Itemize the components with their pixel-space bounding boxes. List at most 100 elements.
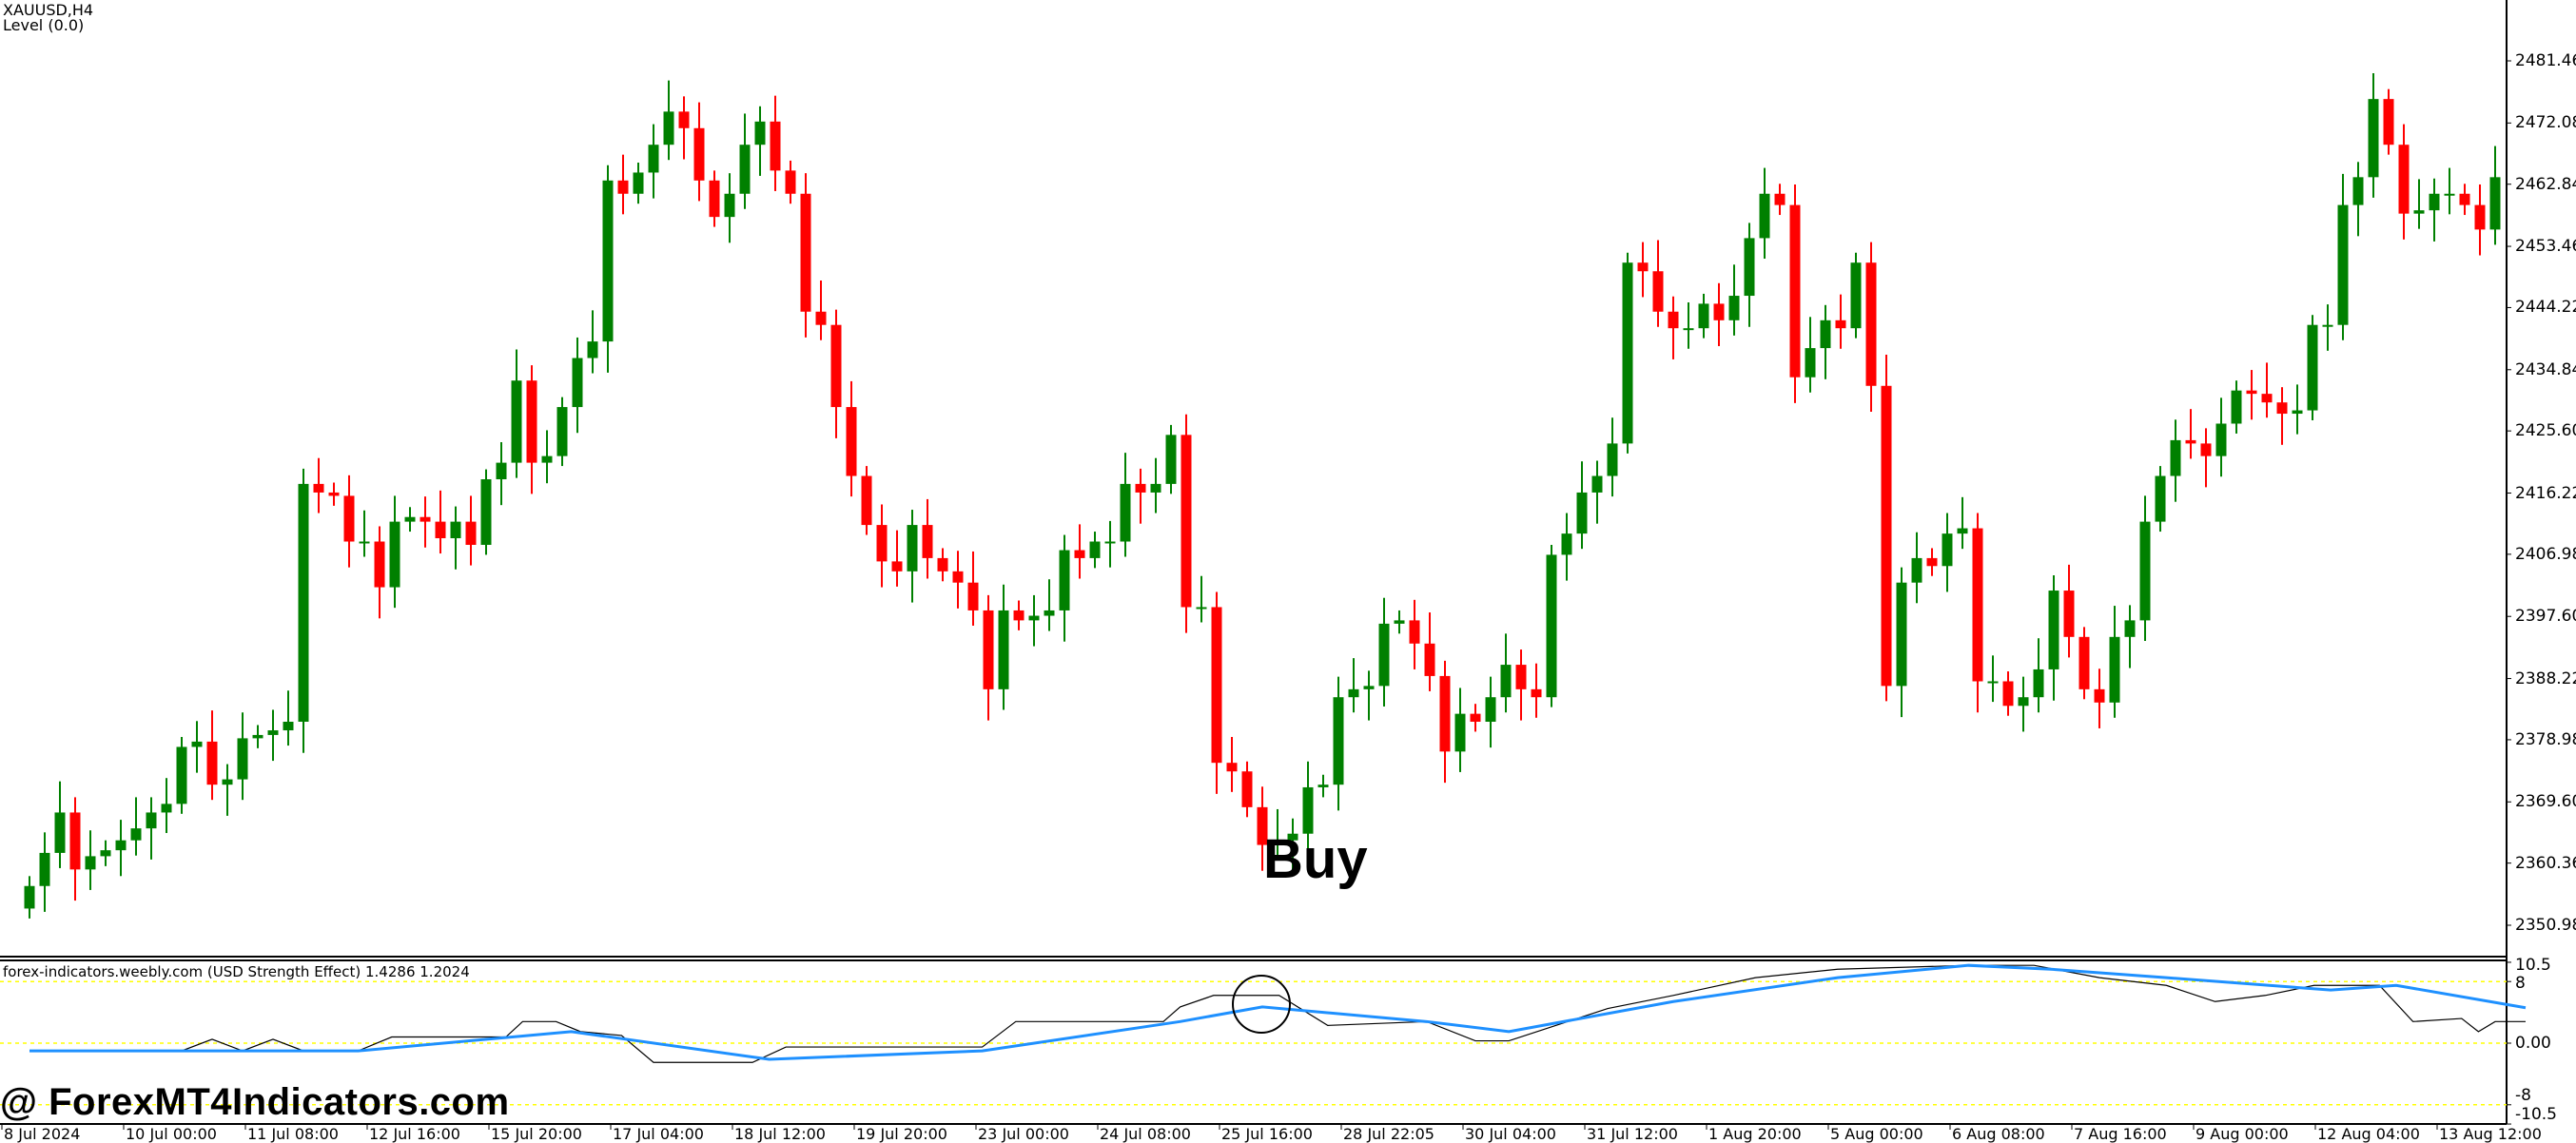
price-tick-label: 2481.460 (2515, 51, 2576, 70)
bull-candle (2444, 193, 2455, 196)
price-tick-label: 2369.600 (2515, 792, 2576, 812)
bull-candle (1546, 554, 1557, 698)
indicator-tick-label: -10.5 (2515, 1105, 2557, 1124)
bull-candle (1378, 623, 1390, 687)
time-tick-label: 1 Aug 20:00 (1708, 1125, 1802, 1143)
price-tick-label: 2444.220 (2515, 298, 2576, 318)
bull-candle (2489, 177, 2501, 230)
bear-candle (2261, 394, 2273, 403)
bear-candle (1211, 607, 1222, 764)
bull-candle (389, 521, 400, 588)
bull-candle (1302, 786, 1314, 834)
bull-candle (1333, 697, 1344, 785)
bull-candle (633, 172, 644, 194)
bull-candle (1820, 320, 1831, 349)
bear-candle (1652, 271, 1664, 312)
bull-candle (1287, 833, 1298, 841)
bull-candle (1150, 483, 1161, 493)
bear-candle (1424, 643, 1435, 676)
bull-candle (1454, 713, 1466, 752)
time-tick-label: 9 Aug 00:00 (2195, 1125, 2289, 1143)
price-tick-label: 2406.980 (2515, 544, 2576, 564)
bear-candle (2078, 636, 2090, 689)
bull-candle (1317, 785, 1329, 787)
buy-annotation: Buy (1263, 828, 1368, 890)
bull-candle (2139, 521, 2151, 621)
bull-candle (1272, 840, 1283, 845)
bull-candle (1591, 475, 1603, 493)
signal-circle (1232, 975, 1291, 1034)
bull-candle (115, 840, 127, 851)
price-tick-label: 2388.220 (2515, 668, 2576, 688)
bear-candle (1439, 675, 1451, 752)
bull-candle (1394, 620, 1405, 624)
bear-candle (770, 121, 781, 171)
bull-candle (267, 730, 279, 735)
bear-candle (206, 741, 218, 785)
bull-candle (2292, 410, 2303, 415)
price-tick-label: 2425.600 (2515, 421, 2576, 441)
bull-candle (1805, 348, 1816, 378)
indicator-tick-label: -8 (2515, 1086, 2531, 1105)
bear-candle (2246, 390, 2257, 395)
bear-candle (2063, 591, 2075, 637)
price-tick-label: 2434.840 (2515, 359, 2576, 379)
bull-candle (2413, 210, 2425, 214)
bear-candle (420, 516, 431, 522)
bull-candle (2352, 177, 2364, 205)
bull-candle (404, 516, 416, 522)
bear-candle (1181, 435, 1192, 608)
bull-candle (85, 856, 96, 870)
indicator-fast-line (29, 964, 2526, 1063)
bull-candle (191, 741, 203, 747)
bear-candle (2094, 688, 2105, 703)
bear-candle (2002, 681, 2014, 707)
bull-candle (2215, 423, 2227, 456)
time-tick-label: 12 Aug 04:00 (2317, 1125, 2420, 1143)
bear-candle (1241, 771, 1253, 807)
bear-candle (328, 492, 340, 496)
bear-candle (1668, 311, 1679, 329)
bull-candle (1196, 607, 1207, 610)
bear-candle (1865, 262, 1877, 386)
bull-candle (450, 521, 461, 539)
bull-candle (1028, 615, 1040, 621)
bear-candle (1074, 550, 1085, 558)
price-tick-label: 2360.360 (2515, 853, 2576, 873)
time-tick-label: 8 Jul 2024 (4, 1125, 81, 1143)
bull-candle (161, 804, 172, 813)
price-tick-label: 2462.840 (2515, 174, 2576, 194)
indicator-slow-line (29, 963, 2527, 1061)
bull-candle (2429, 193, 2440, 211)
bear-candle (830, 324, 842, 408)
bull-candle (1059, 550, 1070, 610)
bull-candle (648, 145, 659, 173)
bear-candle (1713, 303, 1725, 320)
bull-candle (496, 462, 507, 480)
bull-candle (1896, 582, 1907, 687)
bull-candle (2368, 99, 2379, 178)
time-tick-label: 17 Jul 04:00 (613, 1125, 704, 1143)
indicator-title: forex-indicators.weebly.com (USD Strengt… (3, 963, 470, 980)
bull-candle (2018, 697, 2029, 707)
bear-candle (1409, 620, 1420, 644)
bear-candle (2383, 99, 2394, 145)
bull-candle (298, 483, 309, 722)
bull-candle (724, 193, 735, 218)
bull-candle (541, 455, 553, 463)
bear-candle (693, 127, 705, 181)
time-tick-label: 18 Jul 12:00 (734, 1125, 826, 1143)
bull-candle (1850, 262, 1862, 329)
bull-candle (998, 610, 1009, 689)
bull-candle (556, 407, 568, 456)
bull-candle (24, 885, 35, 909)
bear-candle (1531, 688, 1542, 698)
bear-candle (617, 180, 629, 194)
bear-candle (1774, 193, 1786, 205)
bull-candle (739, 145, 751, 194)
bear-candle (2185, 439, 2196, 444)
indicator-tick-label: 8 (2515, 974, 2526, 993)
bear-candle (1470, 713, 1481, 722)
bull-candle (1607, 443, 1618, 476)
